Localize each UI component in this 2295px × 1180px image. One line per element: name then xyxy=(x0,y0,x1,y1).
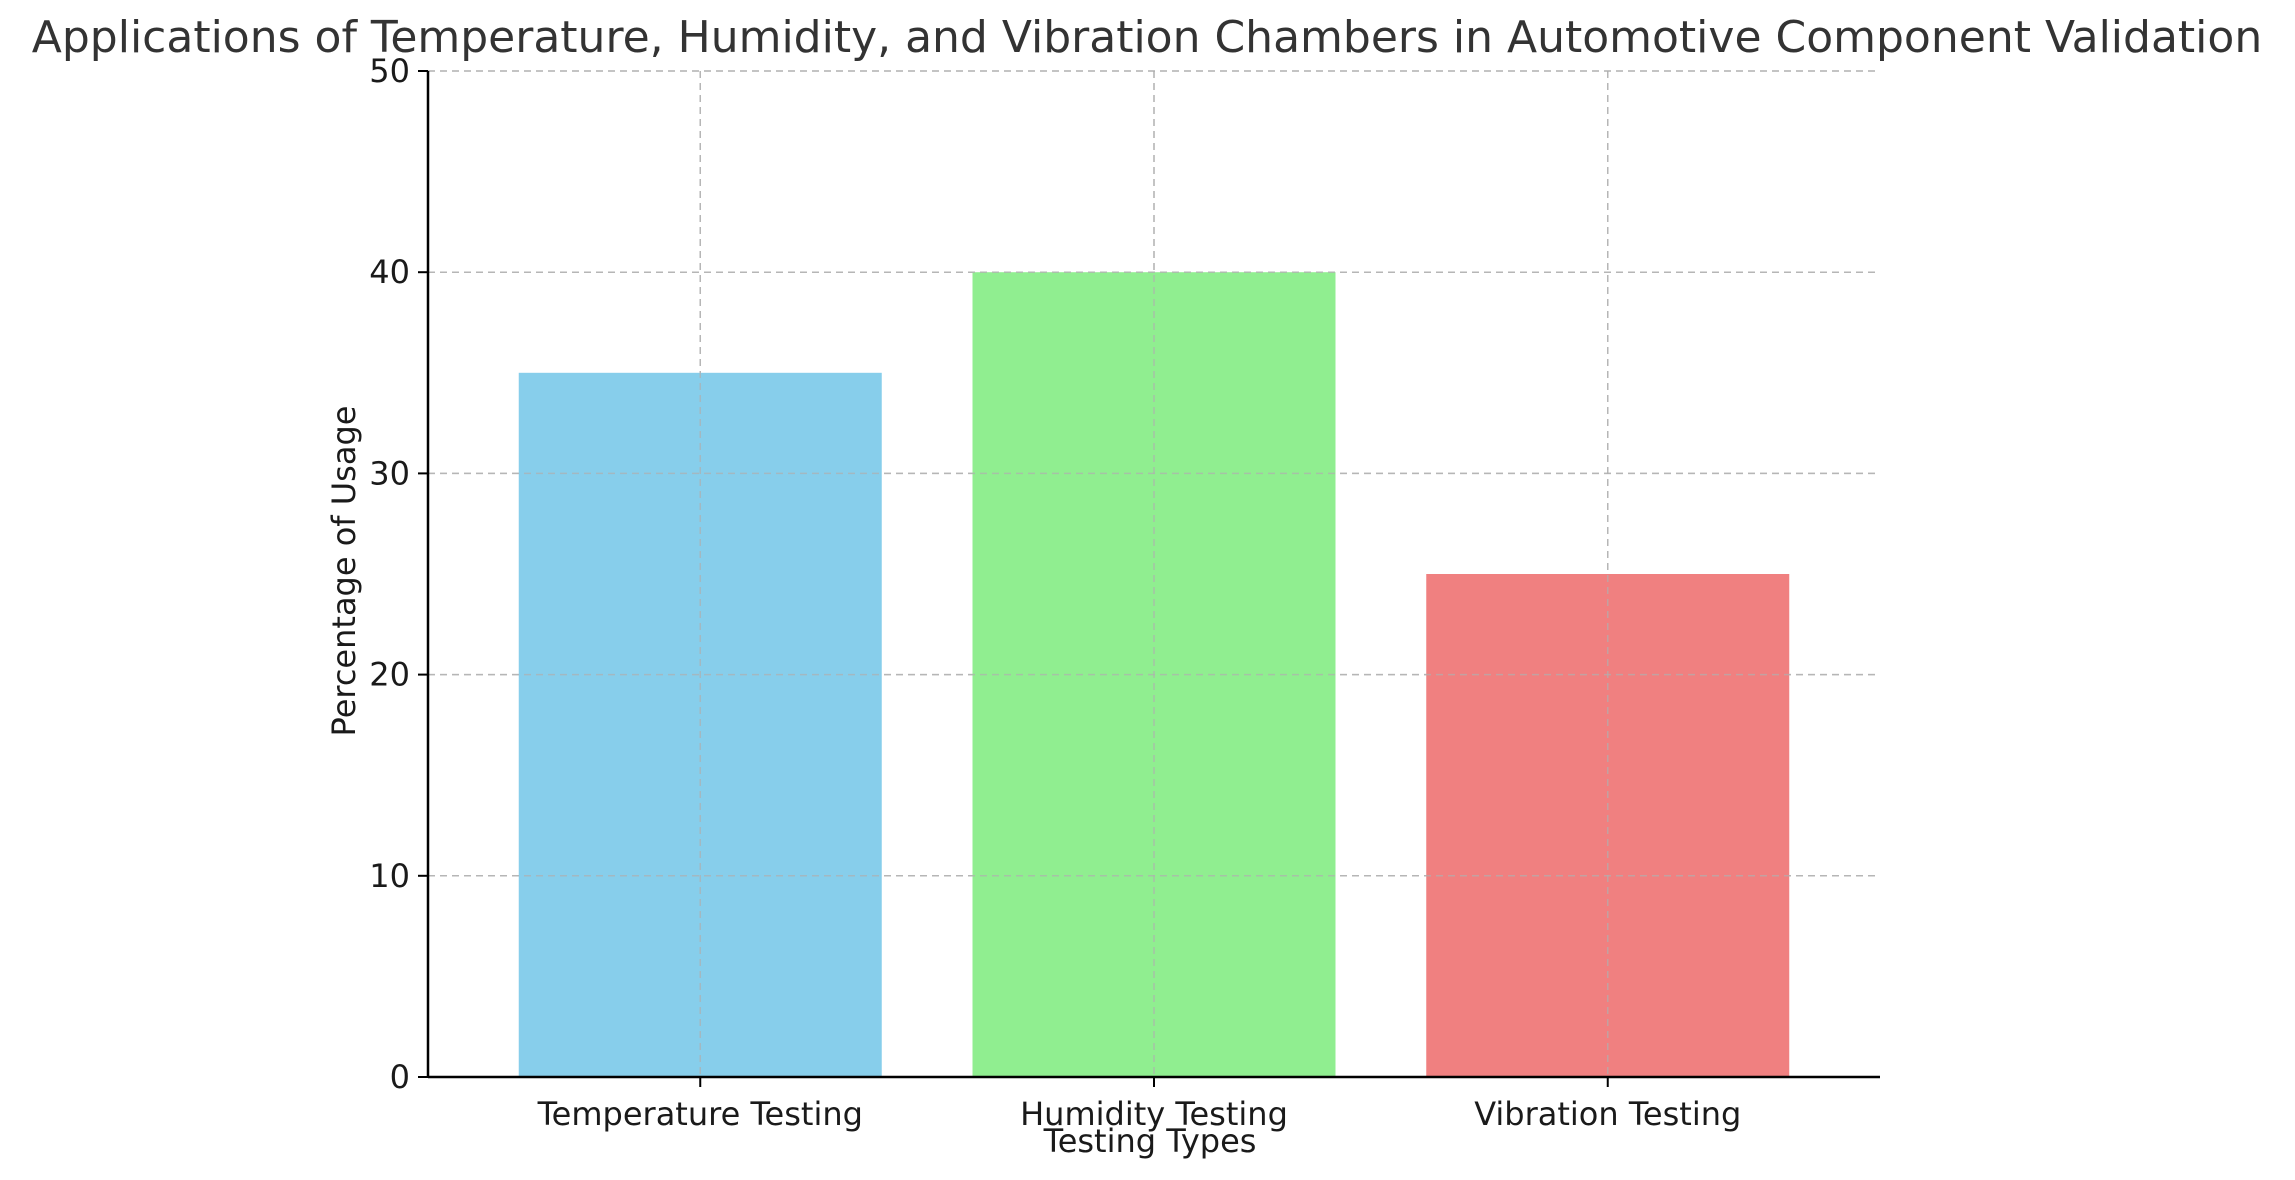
bar-vibration-testing xyxy=(1426,574,1790,1077)
y-axis-label: Percentage of Usage xyxy=(325,406,363,737)
chart-title: Applications of Temperature, Humidity, a… xyxy=(32,12,2262,63)
bars-layer xyxy=(428,70,1880,1077)
y-tick-label: 50 xyxy=(369,52,410,90)
x-tick-label: Temperature Testing xyxy=(537,1095,863,1133)
x-tick-label: Vibration Testing xyxy=(1474,1095,1741,1133)
ticks-layer: 0 10 20 30 40 50 Temperature Testing Humidity T… xyxy=(369,52,1741,1133)
x-axis-label: Testing Types xyxy=(1043,1122,1257,1160)
x-tick-label: Humidity Testing xyxy=(1020,1095,1288,1133)
y-tick-label: 20 xyxy=(369,656,410,694)
y-tick-label: 40 xyxy=(369,253,410,291)
y-tick-label: 30 xyxy=(369,454,410,492)
y-tick-label: 0 xyxy=(390,1058,410,1096)
y-tick-label: 10 xyxy=(369,857,410,895)
